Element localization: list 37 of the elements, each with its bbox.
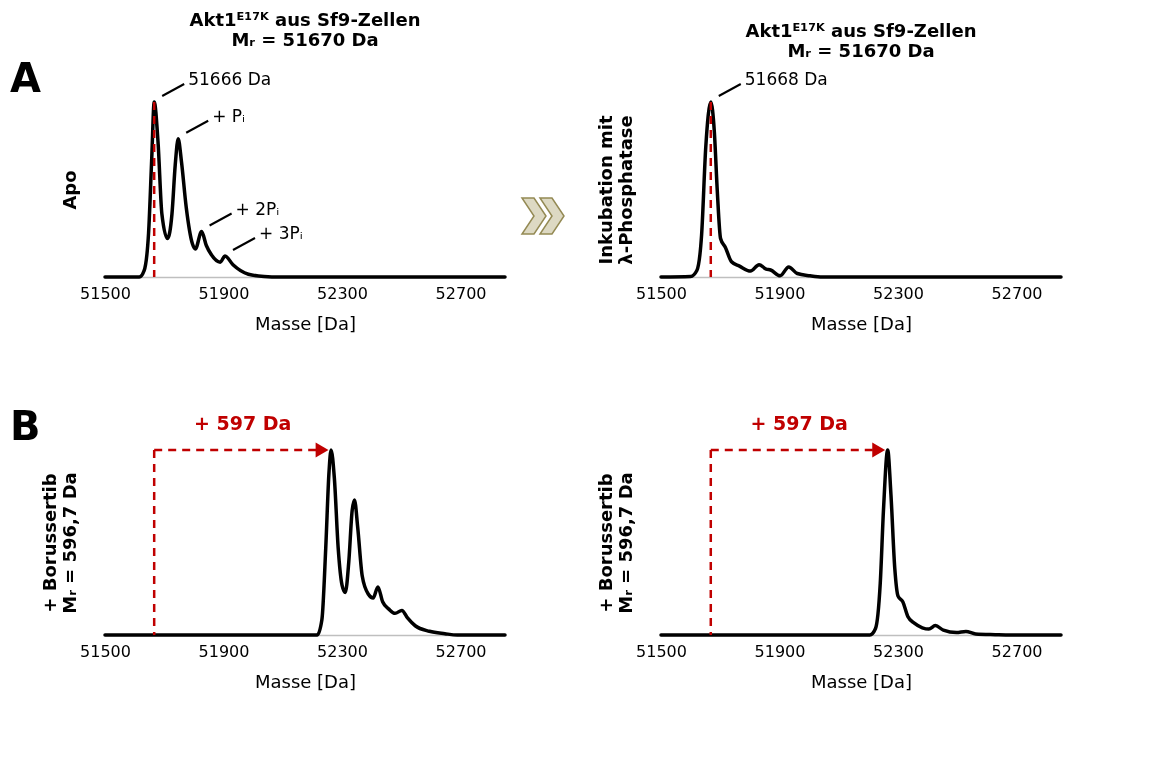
x-tick-label: 51900: [198, 283, 250, 303]
x-tick-label: 52700: [991, 641, 1043, 661]
y-axis-title: + Borussertib Mᵣ = 596,7 Da: [38, 472, 80, 614]
x-tick-label: 51500: [80, 641, 131, 661]
annotation: 51668 Da: [744, 69, 828, 89]
x-tick-label: 52300: [873, 641, 924, 661]
x-tick-label: 51500: [80, 283, 131, 303]
x-tick-label: 52300: [317, 641, 368, 661]
ref-line-label: + 597 Da: [193, 412, 292, 434]
x-tick-label: 51500: [636, 641, 687, 661]
ref-line-label: + 597 Da: [750, 412, 848, 434]
x-tick-label: 51900: [198, 641, 250, 661]
chart-title: Akt1ᴱ¹⁷ᴷ aus Sf9-Zellen: [745, 20, 977, 41]
x-tick-label: 51900: [754, 641, 806, 661]
x-tick-label: 52300: [873, 283, 924, 303]
x-axis-title: Masse [Da]: [810, 670, 913, 692]
annotation: 51666 Da: [188, 69, 272, 89]
x-tick-label: 52700: [991, 283, 1043, 303]
text: B: [10, 403, 41, 449]
x-axis-title: Masse [Da]: [254, 670, 357, 692]
x-tick-label: 52300: [317, 283, 368, 303]
x-tick-label: 52700: [435, 641, 487, 661]
annotation: + 3Pᵢ: [259, 223, 303, 243]
x-tick-label: 52700: [435, 283, 487, 303]
x-tick-label: 51500: [636, 283, 687, 303]
y-axis-title: Inkubation mit λ-Phosphatase: [594, 115, 636, 265]
x-axis-title: Masse [Da]: [810, 312, 913, 334]
chart-title: Akt1ᴱ¹⁷ᴷ aus Sf9-Zellen: [189, 9, 421, 30]
annotation: + 2Pᵢ: [235, 198, 280, 219]
text: A: [10, 55, 41, 101]
chart-subtitle: Mᵣ = 51670 Da: [231, 29, 379, 50]
y-axis-title: + Borussertib Mᵣ = 596,7 Da: [594, 472, 636, 614]
annotation: + Pᵢ: [212, 105, 246, 126]
chart-subtitle: Mᵣ = 51670 Da: [787, 40, 935, 61]
y-axis-title: Apo: [58, 170, 80, 210]
x-axis-title: Masse [Da]: [254, 312, 357, 334]
x-tick-label: 51900: [754, 283, 806, 303]
